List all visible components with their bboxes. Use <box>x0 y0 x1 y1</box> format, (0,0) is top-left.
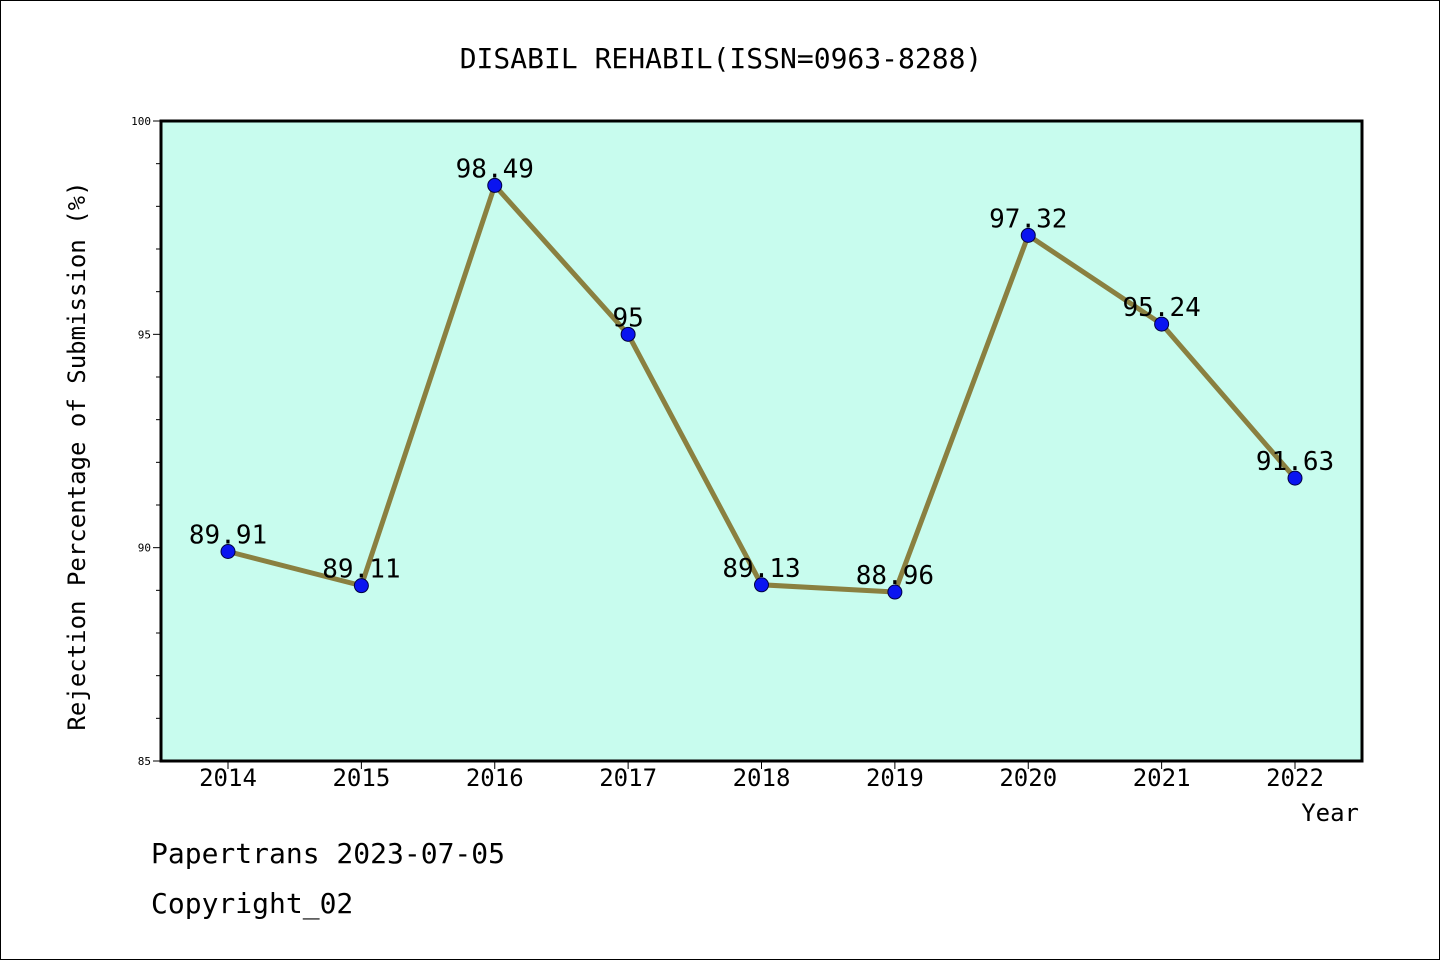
data-label: 95.24 <box>1122 293 1200 323</box>
y-axis: 85 90 95 100 <box>131 115 161 768</box>
x-axis: 2014 2015 2016 2017 2018 2019 2020 2021 2022 <box>199 761 1324 792</box>
x-tick-label: 2019 <box>866 764 924 792</box>
x-tick-label: 2016 <box>466 764 524 792</box>
data-point <box>1020 227 1036 243</box>
data-label: 97.32 <box>989 204 1067 234</box>
data-label: 91.63 <box>1256 447 1334 477</box>
data-label: 95 <box>612 303 643 333</box>
data-label: 98.49 <box>456 154 534 184</box>
x-axis-label: Year <box>1301 799 1359 827</box>
data-point <box>1287 470 1303 486</box>
y-tick-label: 100 <box>131 115 151 128</box>
data-label: 88.96 <box>856 561 934 591</box>
data-label: 89.11 <box>322 555 400 585</box>
x-tick-label: 2018 <box>733 764 791 792</box>
series-markers <box>220 177 1303 600</box>
data-point <box>620 326 636 342</box>
data-point <box>887 584 903 600</box>
x-tick-label: 2022 <box>1266 764 1324 792</box>
data-point <box>220 544 236 560</box>
x-tick-label: 2014 <box>199 764 257 792</box>
x-tick-label: 2015 <box>332 764 390 792</box>
footer-copyright: Copyright_02 <box>151 887 354 920</box>
data-point <box>353 578 369 594</box>
data-labels: 89.91 89.11 98.49 95 89.13 88.96 97.32 95.24 91.… <box>189 154 1334 591</box>
y-tick-label: 90 <box>138 542 151 555</box>
data-point <box>487 177 503 193</box>
data-point <box>1154 316 1170 332</box>
x-tick-label: 2021 <box>1133 764 1191 792</box>
y-tick-label: 95 <box>138 328 151 341</box>
x-tick-label: 2020 <box>999 764 1057 792</box>
data-label: 89.91 <box>189 521 267 551</box>
plot-area <box>159 119 1364 763</box>
y-axis-label: Rejection Percentage of Submission (%) <box>63 181 91 730</box>
data-point <box>754 577 769 593</box>
x-tick-label: 2017 <box>599 764 657 792</box>
data-label: 89.13 <box>722 554 800 584</box>
footer-date: Papertrans 2023-07-05 <box>151 837 506 870</box>
y-tick-label: 85 <box>138 755 151 768</box>
chart-title: DISABIL REHABIL(ISSN=0963-8288) <box>460 42 983 75</box>
